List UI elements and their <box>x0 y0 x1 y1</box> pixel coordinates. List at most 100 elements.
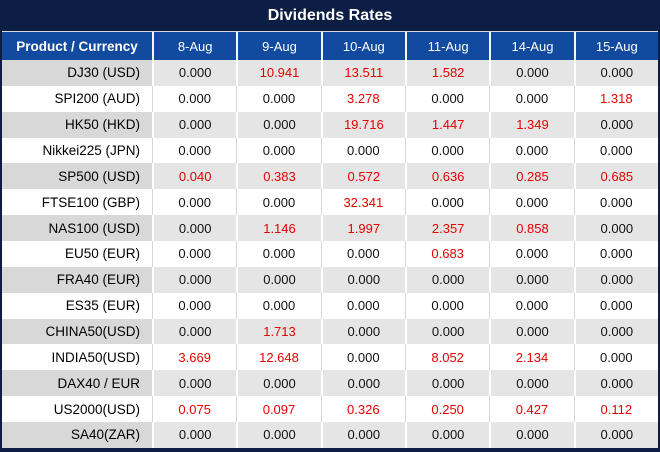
rate-cell: 0.040 <box>152 163 237 190</box>
column-header-product-currency: Product / Currency <box>2 32 152 60</box>
rate-cell: 0.000 <box>404 85 490 112</box>
rate-cell: 0.000 <box>236 370 321 397</box>
rate-cell: 0.427 <box>489 396 574 423</box>
rate-cell: 0.000 <box>573 318 658 345</box>
rate-cell: 0.000 <box>573 422 658 448</box>
rate-cell: 0.000 <box>152 266 237 293</box>
table-row: SA40(ZAR) 0.000 0.000 0.000 0.000 0.000 0.000 <box>2 422 658 448</box>
column-header-date: 11-Aug <box>404 32 490 60</box>
rate-cell: 0.000 <box>573 189 658 216</box>
rate-cell: 0.000 <box>489 266 574 293</box>
rate-cell: 1.349 <box>489 111 574 138</box>
rate-cell: 0.000 <box>404 370 490 397</box>
rate-cell: 0.000 <box>320 422 405 448</box>
rate-cell: 0.000 <box>152 189 237 216</box>
rate-cell: 0.000 <box>236 137 321 164</box>
rate-cell: 0.383 <box>236 163 321 190</box>
rate-cell: 0.000 <box>573 60 658 86</box>
rate-cell: 0.000 <box>489 318 574 345</box>
rate-cell: 0.097 <box>236 396 321 423</box>
rate-cell: 0.636 <box>404 163 490 190</box>
rate-cell: 0.000 <box>489 189 574 216</box>
table-header-row: Product / Currency 8-Aug 9-Aug 10-Aug 11-Aug… <box>2 32 658 60</box>
product-label: FTSE100 (GBP) <box>2 189 152 216</box>
product-label: CHINA50(USD) <box>2 318 152 345</box>
rate-cell: 0.075 <box>152 396 237 423</box>
rate-cell: 1.582 <box>404 60 490 86</box>
table-row: FRA40 (EUR) 0.000 0.000 0.000 0.000 0.000 0.00… <box>2 266 658 293</box>
product-label: INDIA50(USD) <box>2 344 152 371</box>
rate-cell: 0.572 <box>320 163 405 190</box>
rate-cell: 1.713 <box>236 318 321 345</box>
rate-cell: 0.000 <box>404 189 490 216</box>
rate-cell: 1.997 <box>320 215 405 242</box>
rate-cell: 0.000 <box>152 215 237 242</box>
column-header-date: 10-Aug <box>320 32 405 60</box>
rate-cell: 0.000 <box>489 85 574 112</box>
table-row: HK50 (HKD) 0.000 0.000 19.716 1.447 1.349 0.00… <box>2 111 658 138</box>
rate-cell: 0.000 <box>573 266 658 293</box>
rate-cell: 0.000 <box>404 292 490 319</box>
table-row: Nikkei225 (JPN) 0.000 0.000 0.000 0.000 0.000… <box>2 137 658 164</box>
rate-cell: 0.000 <box>573 137 658 164</box>
rate-cell: 3.669 <box>152 344 237 371</box>
table-body: DJ30 (USD) 0.000 10.941 13.511 1.582 0.000 0.0… <box>2 60 658 448</box>
rate-cell: 0.326 <box>320 396 405 423</box>
rate-cell: 0.000 <box>573 241 658 267</box>
rate-cell: 0.000 <box>236 111 321 138</box>
rate-cell: 0.858 <box>489 215 574 242</box>
rate-cell: 0.000 <box>489 422 574 448</box>
rate-cell: 0.000 <box>320 370 405 397</box>
table-row: EU50 (EUR) 0.000 0.000 0.000 0.683 0.000 0.000 <box>2 241 658 267</box>
rate-cell: 0.000 <box>573 370 658 397</box>
rate-cell: 0.000 <box>573 215 658 242</box>
rate-cell: 0.000 <box>152 292 237 319</box>
rate-cell: 0.000 <box>404 266 490 293</box>
rate-cell: 0.000 <box>320 344 405 371</box>
product-label: Nikkei225 (JPN) <box>2 137 152 164</box>
rate-cell: 3.278 <box>320 85 405 112</box>
product-label: DAX40 / EUR <box>2 370 152 397</box>
rate-cell: 0.000 <box>236 422 321 448</box>
rate-cell: 0.000 <box>573 292 658 319</box>
rate-cell: 0.000 <box>236 241 321 267</box>
product-label: DJ30 (USD) <box>2 60 152 86</box>
rate-cell: 0.000 <box>320 241 405 267</box>
rate-cell: 0.000 <box>236 189 321 216</box>
rate-cell: 0.000 <box>320 292 405 319</box>
table-row: DJ30 (USD) 0.000 10.941 13.511 1.582 0.000 0.0… <box>2 60 658 86</box>
rate-cell: 1.318 <box>573 85 658 112</box>
rate-cell: 0.285 <box>489 163 574 190</box>
rate-cell: 0.685 <box>573 163 658 190</box>
column-header-date: 9-Aug <box>236 32 321 60</box>
rate-cell: 0.000 <box>152 422 237 448</box>
rate-cell: 0.000 <box>152 241 237 267</box>
rate-cell: 0.000 <box>489 137 574 164</box>
product-label: NAS100 (USD) <box>2 215 152 242</box>
rate-cell: 0.000 <box>152 85 237 112</box>
table-row: SP500 (USD) 0.040 0.383 0.572 0.636 0.285 0.68… <box>2 163 658 190</box>
rate-cell: 0.000 <box>152 370 237 397</box>
table-row: DAX40 / EUR 0.000 0.000 0.000 0.000 0.000 0.00… <box>2 370 658 397</box>
rate-cell: 13.511 <box>320 60 405 86</box>
rate-cell: 0.000 <box>320 266 405 293</box>
product-label: US2000(USD) <box>2 396 152 423</box>
rate-cell: 0.000 <box>489 370 574 397</box>
rate-cell: 0.000 <box>152 318 237 345</box>
rate-cell: 2.134 <box>489 344 574 371</box>
rate-cell: 0.000 <box>489 241 574 267</box>
rate-cell: 0.000 <box>152 137 237 164</box>
rate-cell: 12.648 <box>236 344 321 371</box>
rate-cell: 0.000 <box>320 137 405 164</box>
rate-cell: 32.341 <box>320 189 405 216</box>
table-row: ES35 (EUR) 0.000 0.000 0.000 0.000 0.000 0.000 <box>2 292 658 319</box>
rate-cell: 0.250 <box>404 396 490 423</box>
table-row: INDIA50(USD) 3.669 12.648 0.000 8.052 2.134 0.… <box>2 344 658 371</box>
rate-cell: 0.000 <box>404 137 490 164</box>
column-header-date: 14-Aug <box>489 32 574 60</box>
rate-cell: 0.000 <box>236 292 321 319</box>
rate-cell: 0.000 <box>573 111 658 138</box>
table-row: FTSE100 (GBP) 0.000 0.000 32.341 0.000 0.000 0… <box>2 189 658 216</box>
rate-cell: 19.716 <box>320 111 405 138</box>
